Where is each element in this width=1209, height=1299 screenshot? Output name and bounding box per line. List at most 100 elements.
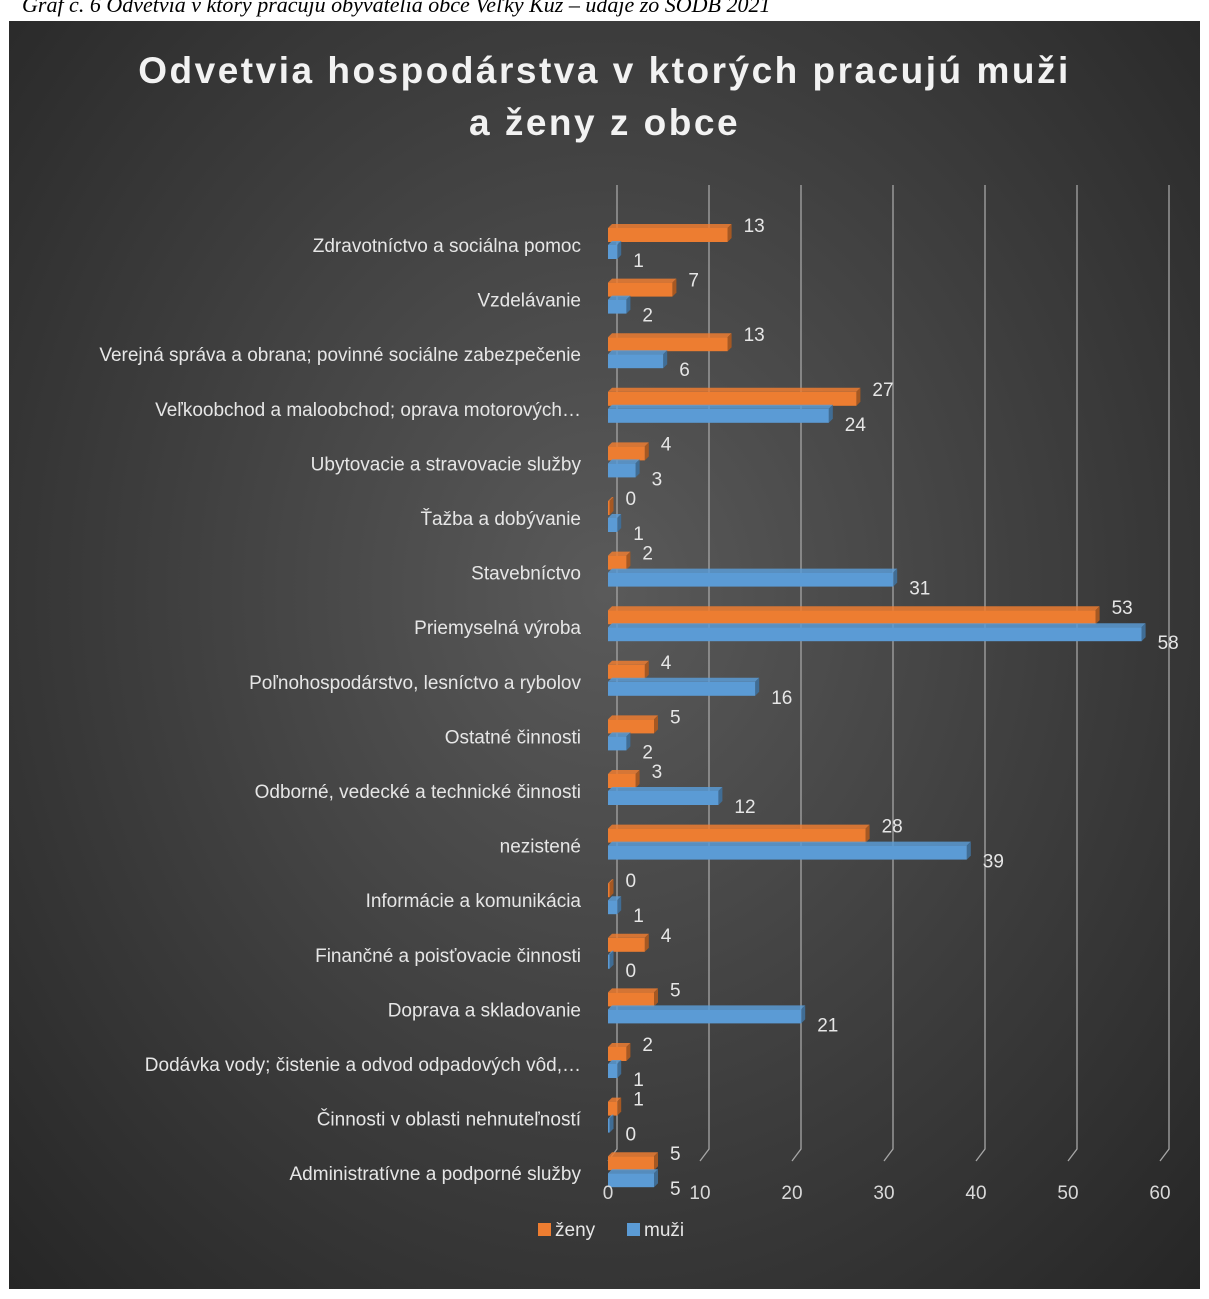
bar-zeny: [608, 606, 1100, 625]
legend: ženy muži: [538, 1220, 684, 1241]
bars: 1317213627244301231535841652312283901405…: [608, 216, 1179, 1200]
data-label-zeny: 0: [626, 871, 637, 892]
data-label-muzi: 16: [771, 688, 792, 709]
category-label: Vzdelávanie: [477, 291, 581, 312]
bar-muzi: [608, 787, 723, 805]
category-label: Dodávka vody; čistenie a odvod odpadovýc…: [145, 1055, 581, 1076]
bar-muzi: [608, 623, 1146, 642]
data-label-zeny: 27: [872, 380, 893, 401]
bar-zeny: [608, 824, 870, 843]
bar-muzi: [608, 1114, 614, 1133]
bar-zeny: [608, 933, 649, 952]
data-label-muzi: 21: [817, 1015, 838, 1036]
category-labels: Zdravotníctvo a sociálna pomoc Vzdelávani…: [99, 236, 581, 1185]
gridline: [791, 185, 802, 1162]
bar-zeny: [608, 715, 658, 734]
bar-muzi: [608, 1060, 622, 1078]
x-tick-label: 0: [603, 1183, 614, 1204]
category-label: Doprava a skladovanie: [388, 1000, 581, 1021]
data-label-muzi: 58: [1158, 633, 1179, 654]
data-label-zeny: 28: [882, 817, 903, 838]
bar-zeny: [608, 988, 658, 1007]
data-label-zeny: 2: [642, 544, 653, 565]
bar-muzi: [608, 677, 760, 696]
data-label-muzi: 1: [633, 524, 644, 545]
data-label-zeny: 1: [633, 1090, 644, 1111]
data-label-zeny: 4: [661, 653, 672, 674]
bar-zeny: [608, 1097, 622, 1116]
data-label-zeny: 13: [744, 216, 765, 237]
figure-caption: Graf č. 6 Odvetvia v ktorý pracujú obyva…: [22, 0, 771, 17]
bar-zeny: [608, 1043, 631, 1061]
category-label: Informácie a komunikácia: [366, 891, 582, 912]
data-label-muzi: 0: [626, 1125, 637, 1146]
data-label-muzi: 24: [845, 415, 867, 436]
legend-swatch-zeny: [538, 1223, 551, 1236]
category-label: Stavebníctvo: [471, 564, 581, 585]
data-label-zeny: 53: [1112, 598, 1133, 619]
category-label: Ostatné činnosti: [445, 727, 581, 748]
data-label-muzi: 1: [633, 906, 644, 927]
gridline: [1159, 185, 1170, 1162]
bar-muzi: [608, 568, 898, 587]
gridline: [699, 185, 710, 1162]
bar-zeny: [608, 387, 861, 406]
data-label-zeny: 5: [670, 980, 681, 1001]
bar-chart-plot: 1317213627244301231535841652312283901405…: [99, 185, 1179, 1241]
data-label-muzi: 12: [734, 797, 755, 818]
data-label-zeny: 4: [661, 926, 672, 947]
bar-muzi: [608, 732, 631, 751]
data-label-muzi: 2: [642, 742, 653, 763]
data-label-zeny: 5: [670, 707, 681, 728]
gridline: [975, 185, 986, 1162]
category-label: nezistené: [500, 837, 581, 858]
data-label-zeny: 2: [642, 1035, 653, 1056]
bar-muzi: [608, 950, 614, 969]
bar-muzi: [608, 241, 622, 259]
chart-area: Odvetvia hospodárstva v ktorých pracujú …: [9, 21, 1200, 1289]
x-tick-label: 60: [1149, 1183, 1170, 1204]
x-tick-label: 30: [873, 1183, 894, 1204]
x-tick-label: 50: [1057, 1183, 1078, 1204]
bar-zeny: [608, 224, 732, 242]
data-label-zeny: 13: [744, 325, 765, 346]
bar-muzi: [608, 1005, 806, 1024]
bar-zeny: [608, 660, 649, 679]
category-label: Ubytovacie a stravovacie služby: [311, 454, 582, 475]
legend-label-zeny: ženy: [555, 1220, 596, 1241]
legend-label-muzi: muži: [644, 1220, 684, 1241]
category-label: Veľkoobchod a maloobchod; oprava motorov…: [155, 400, 581, 421]
category-label: Zdravotníctvo a sociálna pomoc: [313, 236, 581, 257]
x-tick-label: 10: [689, 1183, 710, 1204]
bar-muzi: [608, 514, 622, 532]
data-label-zeny: 0: [626, 489, 637, 510]
bar-zeny: [608, 770, 640, 788]
x-tick-label: 20: [781, 1183, 802, 1204]
data-label-muzi: 0: [626, 961, 637, 982]
data-label-muzi: 2: [642, 306, 653, 327]
bar-muzi: [608, 404, 833, 423]
data-label-zeny: 4: [661, 434, 672, 455]
category-label: Odborné, vedecké a technické činnosti: [255, 782, 581, 803]
category-label: Finančné a poisťovacie činnosti: [315, 946, 581, 967]
data-label-muzi: 3: [652, 469, 663, 490]
x-tick-label: 40: [965, 1183, 986, 1204]
bar-muzi: [608, 841, 971, 860]
data-label-muzi: 6: [679, 360, 690, 381]
bar-zeny: [608, 879, 614, 898]
bar-muzi: [608, 459, 640, 478]
gridline: [1067, 185, 1078, 1162]
data-label-muzi: 39: [983, 852, 1004, 873]
data-label-zeny: 5: [670, 1144, 681, 1165]
bar-zeny: [608, 1152, 658, 1171]
category-label: Administratívne a podporné služby: [290, 1164, 582, 1185]
legend-swatch-muzi: [627, 1223, 640, 1236]
category-label: Činnosti v oblasti nehnuteľností: [317, 1109, 582, 1131]
chart-title: Odvetvia hospodárstva v ktorých pracujú …: [138, 50, 1071, 143]
bar-zeny: [608, 278, 677, 297]
bar-muzi: [608, 295, 631, 314]
bar-zeny: [608, 442, 649, 461]
category-label: Poľnohospodárstvo, lesníctvo a rybolov: [249, 673, 581, 694]
data-label-zeny: 7: [688, 271, 699, 292]
bar-zeny: [608, 497, 614, 515]
